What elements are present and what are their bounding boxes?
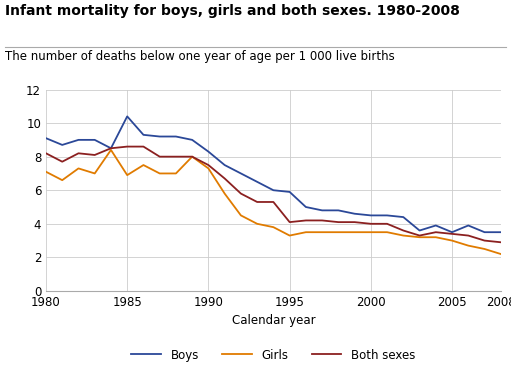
Girls xyxy=(91,171,98,176)
Boys xyxy=(433,223,439,228)
Text: Infant mortality for boys, girls and both sexes. 1980-2008: Infant mortality for boys, girls and bot… xyxy=(5,4,460,18)
Girls xyxy=(189,154,195,159)
Boys xyxy=(449,230,455,235)
Girls xyxy=(449,238,455,243)
Boys xyxy=(498,230,504,235)
Girls xyxy=(287,233,293,238)
Boys xyxy=(287,189,293,194)
Both sexes xyxy=(173,154,179,159)
Both sexes xyxy=(270,200,276,204)
Boys xyxy=(157,134,163,139)
Both sexes xyxy=(400,228,406,233)
Boys xyxy=(481,230,487,235)
Both sexes xyxy=(157,154,163,159)
Both sexes xyxy=(76,151,82,156)
Girls xyxy=(254,222,260,226)
Boys xyxy=(108,146,114,150)
Boys xyxy=(43,136,49,141)
Boys xyxy=(270,188,276,192)
Girls xyxy=(270,225,276,229)
Both sexes xyxy=(352,220,358,224)
Both sexes xyxy=(319,218,325,223)
Both sexes xyxy=(254,200,260,204)
Both sexes xyxy=(449,232,455,236)
Both sexes xyxy=(303,218,309,223)
Girls xyxy=(335,230,341,235)
X-axis label: Calendar year: Calendar year xyxy=(231,314,315,327)
Both sexes xyxy=(189,154,195,159)
Boys xyxy=(368,213,374,218)
Girls xyxy=(465,243,471,248)
Girls xyxy=(157,171,163,176)
Girls xyxy=(303,230,309,235)
Both sexes xyxy=(465,233,471,238)
Both sexes xyxy=(108,146,114,150)
Both sexes xyxy=(222,176,228,181)
Line: Girls: Girls xyxy=(46,150,501,254)
Boys xyxy=(384,213,390,218)
Both sexes xyxy=(91,153,98,157)
Boys xyxy=(465,223,471,228)
Girls xyxy=(416,235,423,239)
Both sexes xyxy=(59,159,65,164)
Both sexes xyxy=(384,222,390,226)
Boys xyxy=(189,138,195,142)
Girls xyxy=(222,191,228,196)
Girls xyxy=(400,233,406,238)
Girls xyxy=(433,235,439,239)
Boys xyxy=(59,143,65,147)
Both sexes xyxy=(335,220,341,224)
Girls xyxy=(59,178,65,182)
Girls xyxy=(384,230,390,235)
Girls xyxy=(368,230,374,235)
Boys xyxy=(124,114,130,119)
Girls xyxy=(76,166,82,170)
Legend: Boys, Girls, Both sexes: Boys, Girls, Both sexes xyxy=(131,349,415,361)
Boys xyxy=(319,208,325,213)
Both sexes xyxy=(433,230,439,235)
Both sexes xyxy=(287,220,293,224)
Both sexes xyxy=(238,191,244,196)
Boys xyxy=(173,134,179,139)
Boys xyxy=(205,149,212,154)
Line: Boys: Boys xyxy=(46,116,501,232)
Both sexes xyxy=(368,222,374,226)
Both sexes xyxy=(416,233,423,238)
Both sexes xyxy=(498,240,504,245)
Text: The number of deaths below one year of age per 1 000 live births: The number of deaths below one year of a… xyxy=(5,50,395,63)
Boys xyxy=(91,138,98,142)
Boys xyxy=(303,205,309,209)
Girls xyxy=(238,213,244,218)
Girls xyxy=(43,169,49,174)
Both sexes xyxy=(481,238,487,243)
Boys xyxy=(76,138,82,142)
Girls xyxy=(124,173,130,177)
Girls xyxy=(319,230,325,235)
Girls xyxy=(205,166,212,170)
Girls xyxy=(141,163,147,167)
Girls xyxy=(498,252,504,256)
Boys xyxy=(238,171,244,176)
Girls xyxy=(108,148,114,152)
Boys xyxy=(335,208,341,213)
Both sexes xyxy=(141,144,147,149)
Girls xyxy=(352,230,358,235)
Girls xyxy=(173,171,179,176)
Both sexes xyxy=(205,163,212,167)
Boys xyxy=(254,179,260,184)
Boys xyxy=(222,163,228,167)
Boys xyxy=(352,211,358,216)
Line: Both sexes: Both sexes xyxy=(46,147,501,242)
Boys xyxy=(400,215,406,219)
Both sexes xyxy=(43,151,49,156)
Girls xyxy=(481,247,487,251)
Boys xyxy=(416,228,423,233)
Both sexes xyxy=(124,144,130,149)
Boys xyxy=(141,132,147,137)
